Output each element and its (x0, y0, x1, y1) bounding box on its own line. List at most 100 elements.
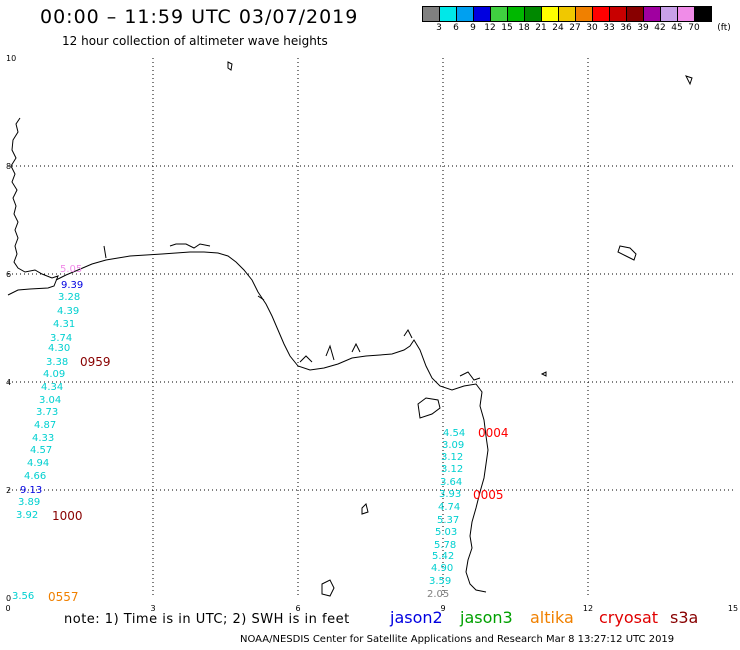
island-east (685, 75, 693, 86)
x-tick-label: 3 (150, 604, 155, 613)
swh-value: 3.64 (440, 477, 462, 488)
swh-value: 5.05 (60, 264, 82, 275)
legend-label: 33 (603, 23, 615, 33)
legend-label: 30 (586, 23, 598, 33)
legend-label: 45 (671, 23, 683, 33)
coastline (7, 61, 693, 597)
legend-label: 27 (569, 23, 581, 33)
swh-value: 5.03 (435, 527, 457, 538)
x-tick-label: 15 (728, 604, 738, 613)
legend-swatch (423, 7, 440, 21)
legend-swatch (661, 7, 678, 21)
pass-time-label: 0557 (48, 590, 79, 604)
pass-time-label: 0005 (473, 488, 504, 502)
y-tick-label: 4 (6, 378, 11, 387)
legend-label: 3 (436, 23, 442, 33)
legend-swatch (593, 7, 610, 21)
legend-label: 24 (552, 23, 564, 33)
swh-value: 4.39 (57, 306, 79, 317)
satellite-label: cryosat (599, 608, 659, 627)
pass-time-labels: 0959 1000 0557 0004 0005 (48, 355, 509, 604)
map-subtitle: 12 hour collection of altimeter wave hei… (62, 34, 328, 48)
swh-value: 4.90 (431, 563, 453, 574)
satellite-label: s3a (670, 608, 699, 627)
legend-swatch (695, 7, 711, 21)
swh-value: 5.42 (432, 551, 454, 562)
legend-label: 39 (637, 23, 649, 33)
swh-value: 9.39 (61, 280, 83, 291)
axis-tick-labels: 0 3 6 9 12 15 0 2 4 6 8 10 (5, 54, 738, 613)
swh-value: 4.09 (43, 369, 65, 380)
legend-label: 21 (535, 23, 547, 33)
swh-value: 4.30 (48, 343, 70, 354)
island-small (361, 503, 369, 515)
swh-value: 3.09 (442, 440, 464, 451)
swh-value: 4.94 (27, 458, 49, 469)
swh-value: 3.04 (39, 395, 61, 406)
legend-swatch (559, 7, 576, 21)
lat-lon-grid (8, 58, 733, 598)
swh-value: 3.12 (441, 452, 463, 463)
y-tick-label: 6 (6, 270, 11, 279)
y-tick-label: 8 (6, 162, 11, 171)
legend-label: 6 (453, 23, 459, 33)
x-tick-label: 6 (295, 604, 300, 613)
x-tick-label: 12 (583, 604, 593, 613)
legend-swatch (678, 7, 695, 21)
y-tick-label: 2 (6, 486, 11, 495)
color-legend (422, 6, 712, 22)
color-legend-labels: 3 6 9 12 15 18 21 24 27 30 33 36 39 42 45 70 (ft) (422, 23, 740, 35)
legend-swatch (610, 7, 627, 21)
swh-value: 3.93 (439, 489, 461, 500)
y-tick-label: 10 (6, 54, 16, 63)
satellite-label: jason3 (460, 608, 513, 627)
legend-swatch (576, 7, 593, 21)
pass-time-label: 1000 (52, 509, 83, 523)
swh-value: 3.74 (50, 333, 72, 344)
swh-value: 3.59 (429, 576, 451, 587)
legend-swatch (474, 7, 491, 21)
swh-value: 3.92 (16, 510, 38, 521)
x-tick-label: 9 (440, 604, 445, 613)
legend-label: 42 (654, 23, 666, 33)
pass-time-label: 0004 (478, 426, 509, 440)
swh-value: 3.38 (46, 357, 68, 368)
swh-value: 3.12 (441, 464, 463, 475)
x-tick-label: 0 (5, 604, 10, 613)
swh-value: 4.31 (53, 319, 75, 330)
island-bahamas (321, 579, 335, 597)
map-title: 00:00 – 11:59 UTC 03/07/2019 (40, 6, 359, 28)
legend-swatch (491, 7, 508, 21)
pass-time-label: 0959 (80, 355, 111, 369)
swh-value: 3.28 (58, 292, 80, 303)
legend-swatch (525, 7, 542, 21)
swh-value: 9.13 (20, 485, 42, 496)
legend-swatch (440, 7, 457, 21)
legend-label: 15 (501, 23, 513, 33)
coastline-gulf (55, 251, 489, 593)
legend-swatch (457, 7, 474, 21)
legend-label: 70 (688, 23, 700, 33)
swh-value: 3.56 (12, 591, 34, 602)
altimeter-observations: 5.05 9.393.28 4.39 4.31 3.744.30 3.384.09 4.34… (12, 264, 465, 602)
swh-value: 4.33 (32, 433, 54, 444)
island-florida-keys (417, 397, 441, 419)
footer-note: note: 1) Time is in UTC; 2) SWH is in fe… (64, 612, 350, 627)
legend-swatch (644, 7, 661, 21)
swh-value: 3.73 (36, 407, 58, 418)
legend-swatch (627, 7, 644, 21)
satellite-label: jason2 (390, 608, 443, 627)
coastline-north-atlantic (7, 117, 59, 296)
legend-label: 12 (484, 23, 496, 33)
legend-label: 18 (518, 23, 530, 33)
island-east-2 (540, 371, 547, 377)
y-tick-label: 0 (6, 594, 11, 603)
swh-value: 4.57 (30, 445, 52, 456)
legend-unit: (ft) (717, 23, 731, 33)
island-cuba (617, 245, 637, 261)
coastline-detail (103, 243, 481, 381)
legend-label: 9 (470, 23, 476, 33)
swh-value: 4.66 (24, 471, 46, 482)
satellite-label: altika (530, 608, 574, 627)
legend-label: 36 (620, 23, 632, 33)
